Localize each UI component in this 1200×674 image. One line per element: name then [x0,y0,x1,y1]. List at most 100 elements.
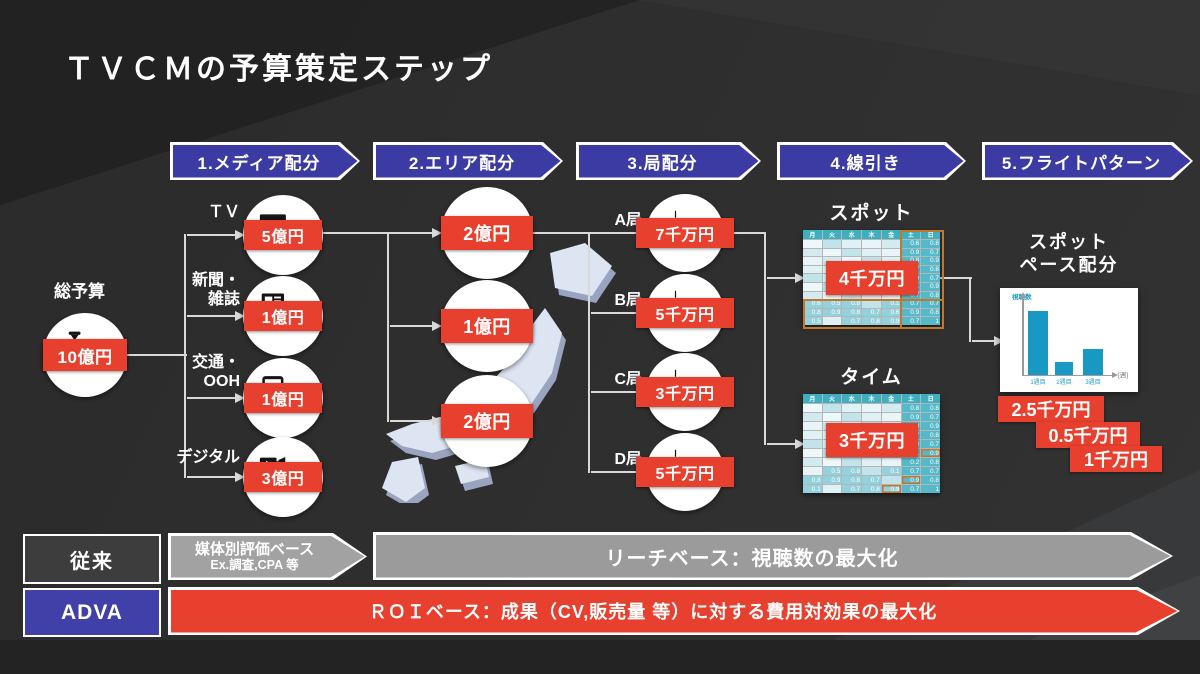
table-cell: 0.8 [842,300,862,308]
table-cell: 0.8 [921,291,940,300]
table-cell: 0.8 [842,308,862,317]
page-title: ＴＶＣＭの予算策定ステップ [64,53,493,86]
station-label: C局 [614,371,642,388]
connector-line [187,315,235,317]
table-cell [803,274,822,282]
table-cell: 0.8 [921,308,940,317]
table-cell: 0.7 [862,476,881,484]
connector-line [125,354,187,356]
station-label: A局 [614,212,642,229]
table-cell [842,458,862,466]
legacy-bar-body: リーチベース：視聴数の最大化 [376,535,1171,578]
table-cell [822,485,842,493]
media-label-line: ＴＶ [207,204,240,221]
arrowhead-icon [235,230,245,240]
step-label: 5.フライトパターン [1001,153,1162,173]
legacy-bar: リーチベース：視聴数の最大化 [373,532,1173,580]
chart-bar [1055,362,1073,375]
step-label: 2.エリア配分 [408,153,516,173]
step-arrow-body: 5.フライトパターン [985,145,1191,178]
table-cell [862,458,881,466]
adva-bar: ＲＯＩベース：成果（CV,販売量 等）に対する費用対効果の最大化 [168,587,1180,635]
day-header: 金 [881,230,901,239]
spot-amount-badge: 4千万円 [826,261,918,295]
step-label: 4.線引き [830,153,901,173]
table-cell: 0.5 [822,300,842,308]
table-cell [881,240,901,248]
table-cell [803,240,822,248]
connector-line [187,234,235,236]
chart-y-axis [1022,298,1024,375]
pace-badge-2: 1千万円 [1070,446,1162,472]
table-cell: 0.8 [862,485,881,493]
table-cell [803,257,822,265]
day-header: 木 [862,394,881,403]
table-cell: 0.9 [921,282,940,291]
table-cell: 0.9 [822,476,842,484]
table-cell [881,458,901,466]
budget-label: 総予算 [54,282,105,301]
table-cell: 0.8 [921,458,940,466]
legacy-chevron-line1: 媒体別評価ベース [194,541,315,558]
day-header: 火 [822,230,842,239]
table-cell: 0.5 [803,317,822,325]
table-cell [822,248,842,257]
day-header: 月 [803,394,822,403]
chart-bar [1028,311,1048,375]
table-cell: 0.7 [921,440,940,448]
pace-title-line2: ペース配分 [1019,255,1119,275]
day-header: 水 [842,394,862,403]
amount-badge: 7千万円 [636,218,734,248]
table-cell: 1 [921,485,940,493]
amount-badge: 2億円 [441,216,533,250]
step-arrow-body: 3.局配分 [579,145,759,178]
arrowhead-icon [235,311,245,321]
arrowhead-icon [795,273,805,283]
table-cell: 0.8 [921,431,940,439]
table-cell: 0.7 [921,274,940,282]
table-cell [822,240,842,248]
step-arrow-body: 4.線引き [780,145,964,178]
arrowhead-icon [994,336,1004,346]
table-cell: 0.8 [803,476,822,484]
table-cell [862,404,881,412]
connector-line [187,397,235,399]
table-cell: 0.9 [881,317,901,325]
step-arrow-5: 5.フライトパターン [982,142,1193,180]
station-label: D局 [614,451,642,468]
table-cell [803,458,822,466]
table-cell [803,440,822,448]
connector-line [767,443,795,445]
chart-category-label: 3週目 [1085,380,1101,386]
arrowhead-icon [432,228,442,238]
connector-line [184,234,186,478]
table-cell: 0.9 [901,476,921,484]
table-cell: 0.7 [901,485,921,493]
table-cell [842,248,862,257]
media-label-line: 新聞・ [191,272,240,289]
legacy-chevron: 媒体別評価ベース Ex.調査,CPA 等 [168,533,367,580]
adva-bar-text: ＲＯＩベース：成果（CV,販売量 等）に対する費用対効果の最大化 [368,602,938,622]
media-label-line: 交通・ [191,354,240,371]
connector-line [588,232,590,473]
table-cell: 0.9 [921,449,940,457]
connector-line [767,277,795,279]
connector-line [390,325,432,327]
pace-badge-0: 2.5千万円 [998,396,1104,422]
table-cell [803,449,822,457]
table-cell: 0.8 [842,467,862,475]
day-header: 木 [862,230,881,239]
table-cell [822,291,842,300]
connector-line [591,471,637,473]
connector-line [972,340,996,342]
media-label: 交通・ OOH [160,353,240,391]
bottom-strip [0,640,1200,674]
table-cell: 0.9 [921,422,940,430]
table-cell [862,300,881,308]
day-header: 土 [901,230,921,239]
legacy-chevron-line2: Ex.調査,CPA 等 [210,558,299,572]
table-cell: 0.7 [921,467,940,475]
table-cell: 0.9 [881,485,901,493]
table-cell: 0.9 [901,308,921,317]
